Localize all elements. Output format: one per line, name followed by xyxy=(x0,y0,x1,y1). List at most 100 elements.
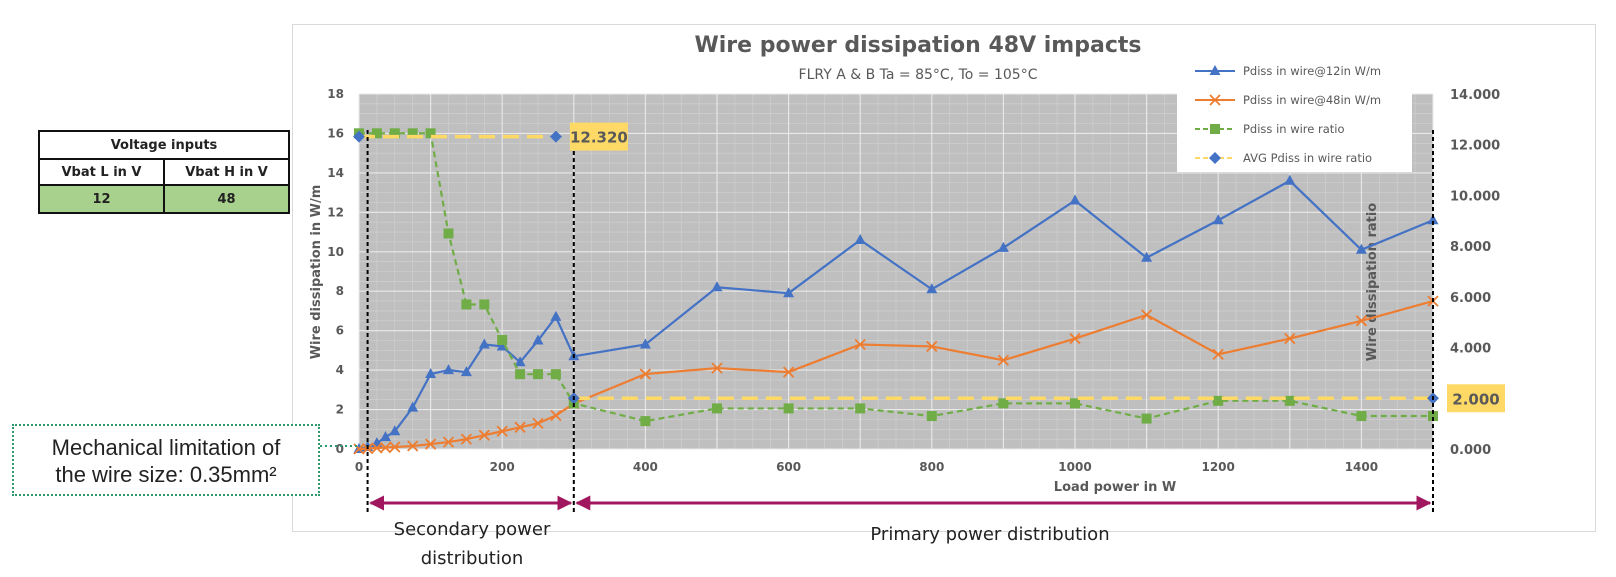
series-point-0 xyxy=(1141,251,1153,262)
y-tick-label: 2 xyxy=(336,403,344,417)
series-point-0 xyxy=(425,368,437,379)
series-point-0 xyxy=(639,338,651,349)
series-point-2 xyxy=(425,128,436,139)
x-tick-label: 800 xyxy=(919,460,944,474)
series-point-2 xyxy=(998,398,1009,409)
legend-entry: Pdiss in wire@12in W/m xyxy=(1243,64,1381,78)
y2-tick-label: 10.000 xyxy=(1450,189,1500,204)
series-point-1 xyxy=(550,409,562,422)
series-point-2 xyxy=(371,128,382,139)
series-point-2 xyxy=(926,411,937,422)
series-point-1 xyxy=(926,340,938,353)
y2-tick-label: 4.000 xyxy=(1450,342,1491,357)
series-point-0 xyxy=(711,281,723,292)
series-point-1 xyxy=(442,436,455,448)
series-point-2 xyxy=(1213,395,1224,406)
series-point-2 xyxy=(1284,395,1295,406)
y-tick-label: 4 xyxy=(336,363,344,377)
series-point-0 xyxy=(460,366,472,377)
y2-tick-label: 12.000 xyxy=(1450,139,1500,154)
voltage-inputs-table: Voltage inputs Vbat L in V Vbat H in V 1… xyxy=(38,130,290,214)
callout-box xyxy=(569,122,628,151)
series-point-1 xyxy=(1140,309,1153,321)
mechanical-note-line2: the wire size: 0.35mm² xyxy=(55,462,277,487)
primary-distribution-label: Primary power distribution xyxy=(870,524,1109,545)
callout-label: 2.000 xyxy=(1452,390,1499,408)
mechanical-limitation-note: Mechanical limitation of the wire size: … xyxy=(12,424,320,496)
chart-title: Wire power dissipation 48V impacts xyxy=(695,33,1142,58)
x-tick-label: 600 xyxy=(776,460,801,474)
x-axis-label: Load power in W xyxy=(1054,480,1176,495)
y2-tick-label: 0.000 xyxy=(1450,443,1491,458)
series-point-2 xyxy=(550,369,561,380)
series-point-1 xyxy=(460,433,473,445)
series-point-2 xyxy=(712,403,722,414)
secondary-distribution-label: Secondary power xyxy=(394,519,551,540)
series-point-1 xyxy=(1284,332,1296,345)
y-tick-label: 16 xyxy=(327,126,344,140)
voltage-table-header-high: Vbat H in V xyxy=(163,158,290,186)
x-tick-label: 0 xyxy=(355,460,363,474)
series-point-1 xyxy=(407,440,419,452)
voltage-table-title: Voltage inputs xyxy=(38,130,290,160)
series-point-1 xyxy=(854,338,866,351)
series-point-0 xyxy=(783,287,795,298)
series-point-0 xyxy=(379,431,391,442)
legend-box xyxy=(1177,58,1412,172)
voltage-table-value-high: 48 xyxy=(163,184,290,214)
series-point-1 xyxy=(389,441,401,453)
series-point-2 xyxy=(1070,398,1080,409)
legend-marker xyxy=(1210,124,1220,134)
y-tick-label: 12 xyxy=(327,205,344,219)
y-tick-label: 10 xyxy=(327,245,344,259)
series-point-0 xyxy=(1212,214,1224,225)
y2-tick-label: 8.000 xyxy=(1450,240,1491,255)
series-point-2 xyxy=(389,128,400,139)
x-tick-label: 1400 xyxy=(1345,460,1378,474)
series-point-0 xyxy=(514,356,526,367)
series-point-2 xyxy=(407,128,418,139)
series-point-1 xyxy=(532,417,544,429)
series-point-0 xyxy=(550,310,562,321)
series-point-1 xyxy=(1069,332,1081,345)
series-point-2 xyxy=(461,299,472,310)
x-tick-label: 1200 xyxy=(1201,460,1234,474)
series-point-1 xyxy=(639,368,652,380)
series-point-0 xyxy=(478,338,490,349)
series-point-1 xyxy=(379,441,392,454)
series-point-1 xyxy=(371,442,383,454)
series-point-0 xyxy=(854,233,866,244)
legend-marker xyxy=(1209,65,1221,75)
series-point-0 xyxy=(407,401,419,412)
series-point-2 xyxy=(1356,411,1367,422)
series-point-1 xyxy=(1355,315,1368,327)
legend-entry: Pdiss in wire ratio xyxy=(1243,122,1345,136)
series-point-2 xyxy=(783,403,794,414)
series-point-2 xyxy=(640,416,651,427)
series-point-2 xyxy=(855,403,866,414)
x-tick-label: 200 xyxy=(490,460,515,474)
y-tick-label: 18 xyxy=(327,87,344,101)
series-point-3 xyxy=(549,130,562,143)
series-point-3 xyxy=(353,130,365,143)
y2-axis-label: Wire dissipation ratio xyxy=(1365,203,1380,362)
series-point-1 xyxy=(1212,348,1224,360)
x-tick-label: 400 xyxy=(633,460,658,474)
legend-entry: AVG Pdiss in wire ratio xyxy=(1243,151,1372,165)
y-tick-label: 6 xyxy=(336,324,344,338)
mechanical-note-line1: Mechanical limitation of xyxy=(51,435,281,460)
x-tick-label: 1000 xyxy=(1058,460,1091,474)
series-point-0 xyxy=(1069,194,1081,205)
series-point-1 xyxy=(478,429,490,441)
legend-marker xyxy=(1209,94,1221,106)
y-tick-label: 14 xyxy=(327,166,344,180)
voltage-table-header-low: Vbat L in V xyxy=(38,158,165,186)
series-point-0 xyxy=(1284,174,1296,185)
series-point-1 xyxy=(514,421,526,433)
chart-subtitle: FLRY A & B Ta = 85°C, To = 105°C xyxy=(799,67,1038,83)
series-point-2 xyxy=(1428,411,1438,422)
series-point-0 xyxy=(496,340,508,351)
legend-entry: Pdiss in wire@48in W/m xyxy=(1243,93,1381,107)
series-point-2 xyxy=(533,369,543,380)
